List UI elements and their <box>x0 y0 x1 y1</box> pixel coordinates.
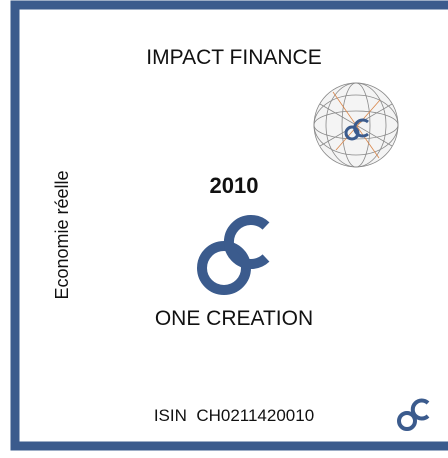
globe <box>314 83 398 167</box>
title: IMPACT FINANCE <box>146 46 321 69</box>
card: IMPACT FINANCE Economie réelle 2010 ONE … <box>0 0 448 453</box>
year: 2010 <box>210 173 259 198</box>
brand-name: ONE CREATION <box>155 307 313 330</box>
isin: ISIN CH0211420010 <box>154 406 314 425</box>
side-label: Economie réelle <box>52 170 72 299</box>
